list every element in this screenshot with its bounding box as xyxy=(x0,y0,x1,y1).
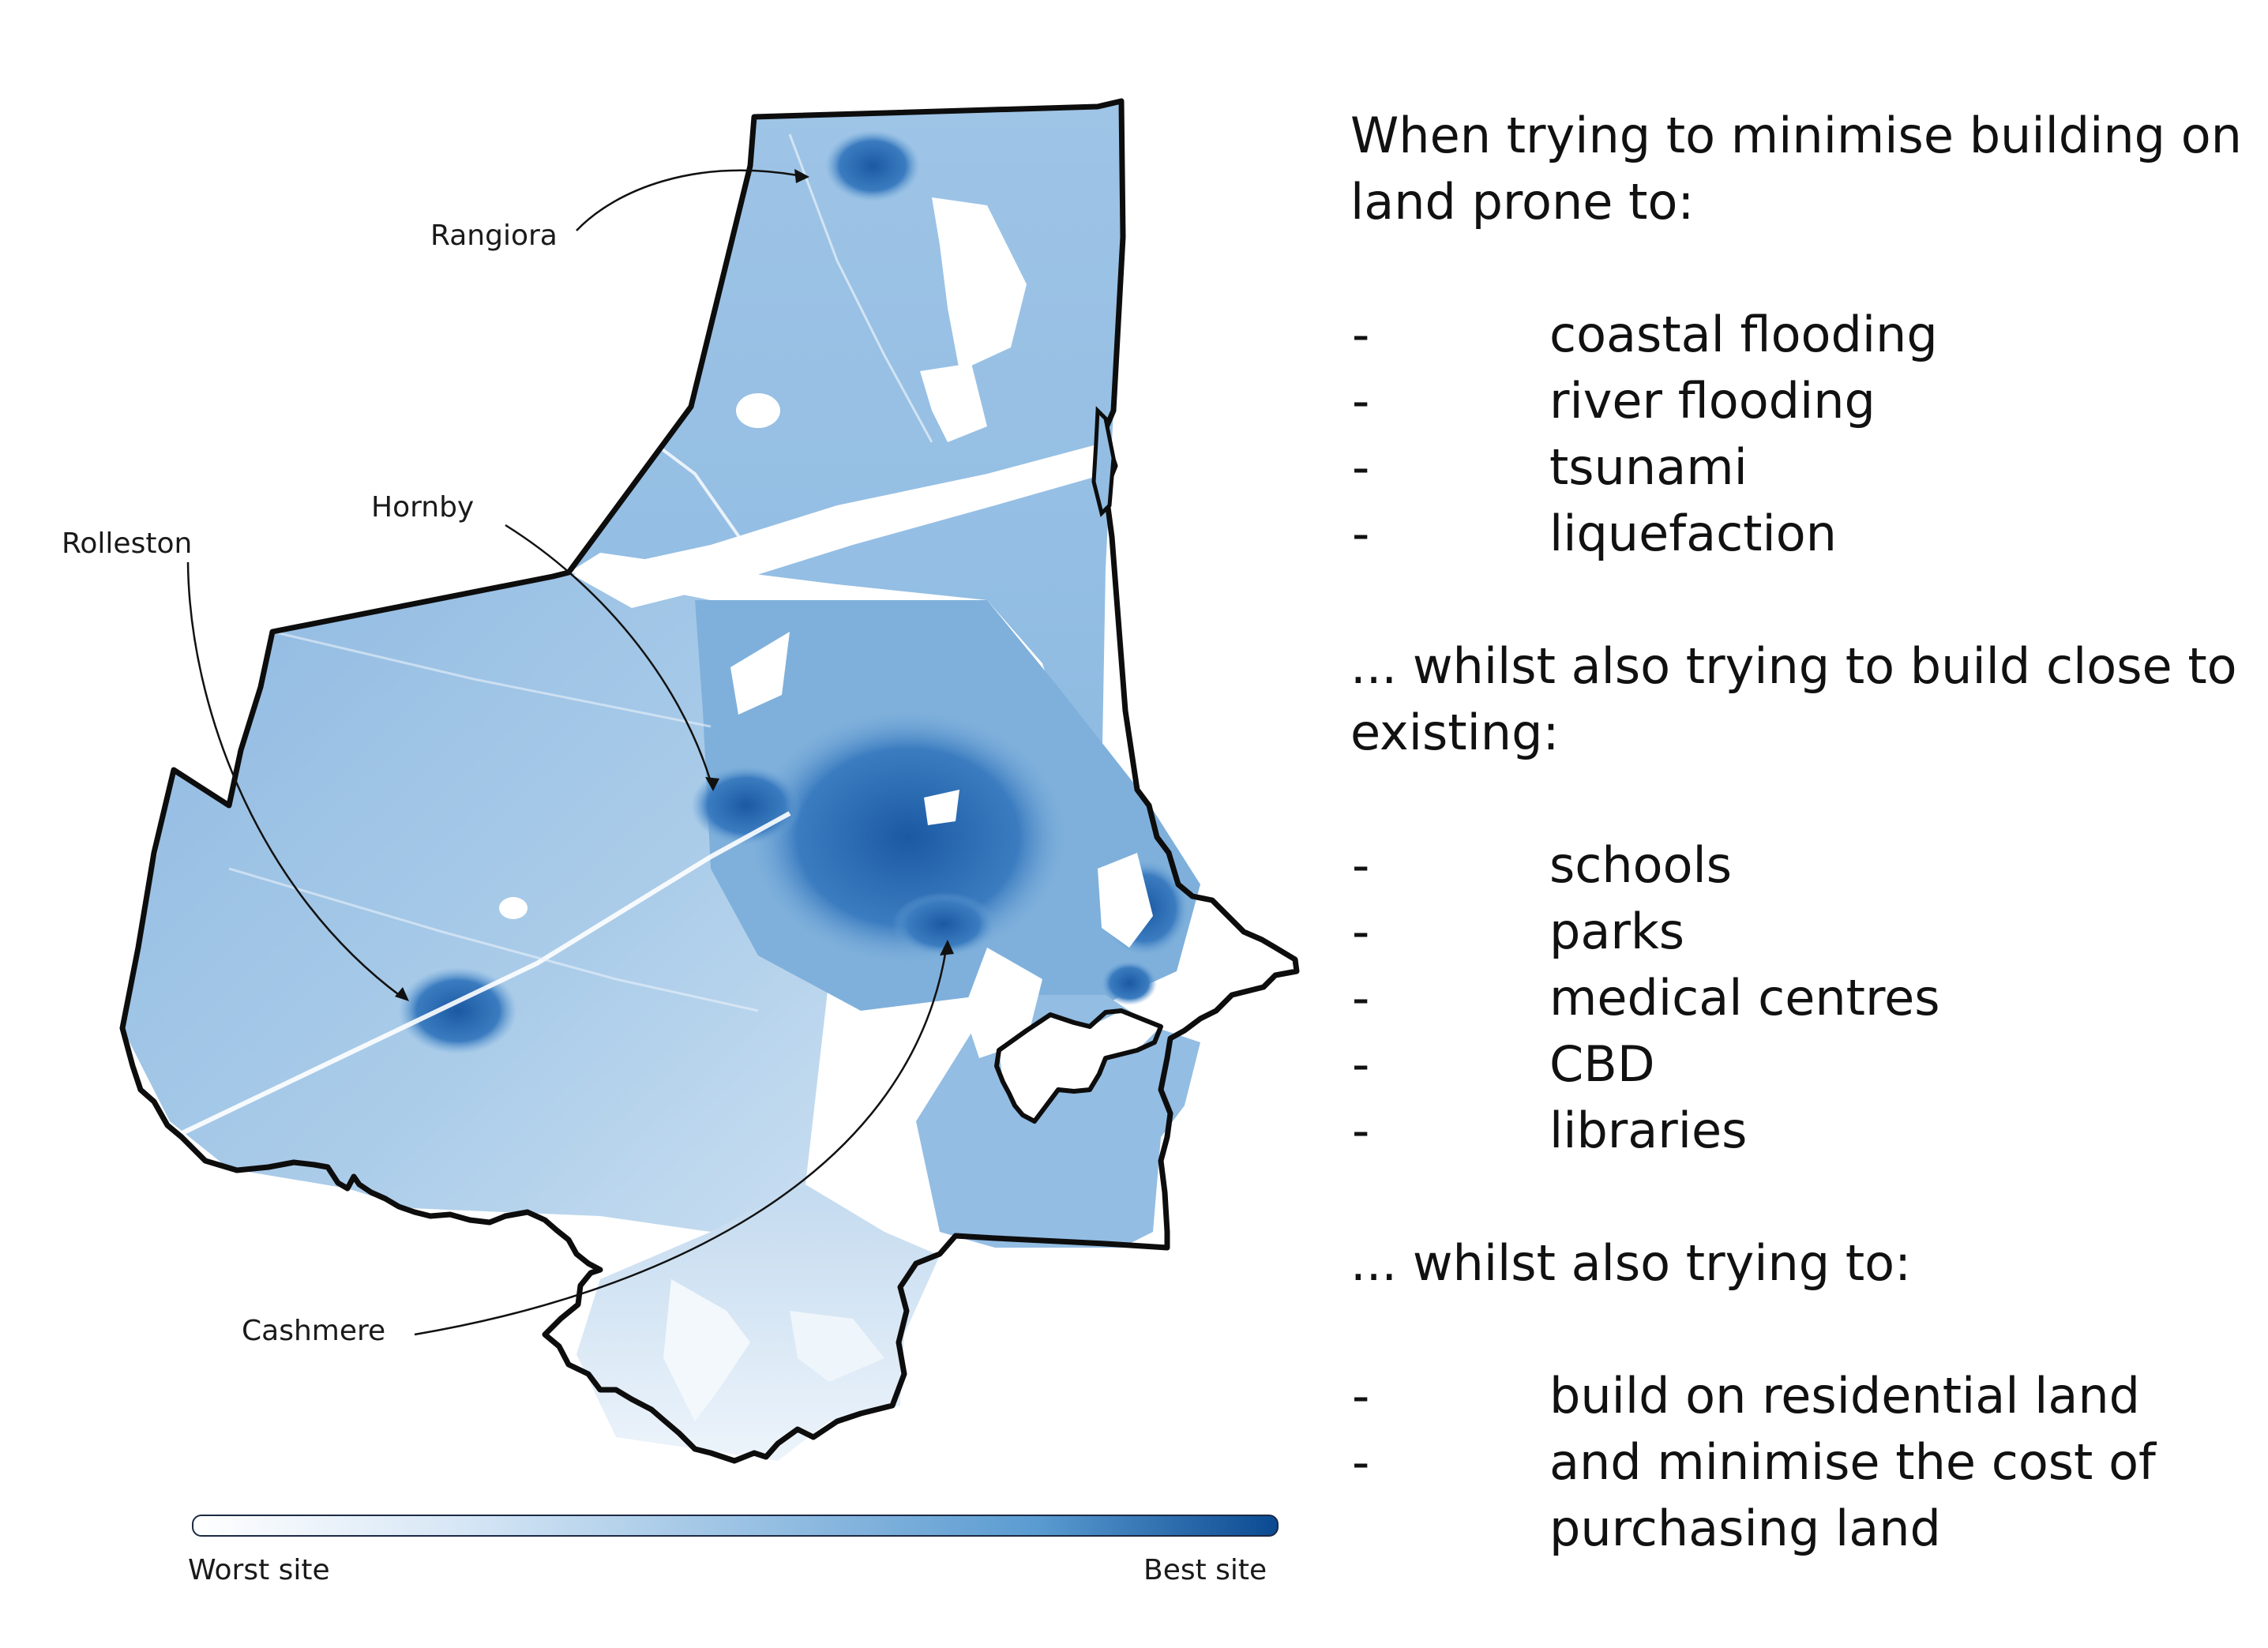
amenity-item: - medical centres xyxy=(1350,965,2259,1031)
bullet-dash: - xyxy=(1352,372,1370,430)
bullet-dash: - xyxy=(1352,1433,1370,1491)
hazard-item-label: liquefaction xyxy=(1549,505,1837,562)
amenity-item: - CBD xyxy=(1350,1031,2259,1098)
river-waimakariri xyxy=(573,442,1106,608)
intro-amenities: ... whilst also trying to build close to… xyxy=(1350,637,2237,761)
map-panel: Rangiora Hornby Rolleston Cashmere Worst… xyxy=(62,98,1300,1586)
bullet-dash: - xyxy=(1352,1102,1370,1159)
airport-gap xyxy=(730,632,790,715)
amenity-item-label: CBD xyxy=(1549,1035,1655,1093)
amenity-item: - schools xyxy=(1350,832,2259,899)
road-sh1-south xyxy=(172,811,791,1139)
arrowhead-rangiora xyxy=(794,169,809,183)
goal-item: - and minimise the cost of purchasing lan… xyxy=(1350,1429,2259,1562)
road-southwest xyxy=(228,867,759,1012)
hills-white xyxy=(663,1279,750,1421)
intro-hazards: When trying to minimise building on land… xyxy=(1350,107,2242,231)
arrow-rangiora xyxy=(576,169,798,231)
label-rolleston: Rolleston xyxy=(62,527,193,560)
river-channel-north xyxy=(932,197,1027,371)
goal-item-label: build on residential land xyxy=(1549,1367,2141,1425)
river-patch-2 xyxy=(920,363,987,442)
label-rangiora: Rangiora xyxy=(430,220,558,252)
road-west xyxy=(272,630,712,728)
urban-rangiora xyxy=(825,130,920,201)
bullet-dash: - xyxy=(1352,1367,1370,1425)
bullet-dash: - xyxy=(1352,903,1370,960)
urban-cashmere xyxy=(892,892,995,955)
legend-color-bar xyxy=(192,1515,1279,1537)
hills-white-2 xyxy=(790,1311,884,1382)
suitability-map xyxy=(119,98,1300,1464)
label-hornby: Hornby xyxy=(371,491,475,524)
arrow-cashmere xyxy=(414,948,948,1336)
urban-lyttelton xyxy=(1102,961,1157,1005)
road-north-2 xyxy=(788,133,933,443)
amenity-item-label: schools xyxy=(1549,836,1733,894)
hazard-item: - liquefaction xyxy=(1350,501,2259,567)
peninsula-region xyxy=(916,995,1200,1248)
urban-hornby xyxy=(691,766,802,845)
hazard-item: - tsunami xyxy=(1350,434,2259,501)
lake-southwest xyxy=(499,897,528,919)
hazard-item-label: coastal flooding xyxy=(1549,306,1938,363)
road-north xyxy=(630,425,752,554)
label-cashmere: Cashmere xyxy=(242,1315,386,1347)
arrow-heads xyxy=(395,169,954,1001)
arrow-rolleston xyxy=(186,561,402,998)
bullet-dash: - xyxy=(1352,836,1370,894)
bullet-dash: - xyxy=(1352,1035,1370,1093)
legend-high-label: Best site xyxy=(1143,1554,1267,1586)
legend-low-label: Worst site xyxy=(188,1554,330,1586)
hazard-item-label: tsunami xyxy=(1549,438,1748,496)
arrow-hornby xyxy=(505,524,712,783)
label-arrows xyxy=(186,169,948,1336)
amenity-item: - libraries xyxy=(1350,1098,2259,1164)
arrowhead-hornby xyxy=(705,777,719,791)
hazard-item-label: river flooding xyxy=(1549,372,1876,430)
bullet-dash: - xyxy=(1352,306,1370,363)
hazard-item: - river flooding xyxy=(1350,368,2259,434)
estuary xyxy=(1098,853,1153,948)
amenity-item-label: parks xyxy=(1549,903,1685,960)
harbour-outline xyxy=(994,1008,1163,1124)
island-outline xyxy=(1091,406,1116,517)
goal-item: - build on residential land xyxy=(1350,1363,2259,1429)
goal-list: - build on residential land - and minimise … xyxy=(1350,1363,2259,1562)
hazard-list: - coastal flooding - river flooding - tsunami… xyxy=(1350,302,2259,567)
bullet-dash: - xyxy=(1352,438,1370,496)
hills-region xyxy=(576,1184,940,1461)
criteria-panel: When trying to minimise building on land… xyxy=(1350,103,2259,1562)
bullet-dash: - xyxy=(1352,969,1370,1027)
amenity-list: - schools - parks - medical centres - CBD - libra… xyxy=(1350,832,2259,1164)
lagoon-north xyxy=(736,393,780,428)
urban-city-core xyxy=(750,711,1066,963)
amenity-item: - parks xyxy=(1350,899,2259,965)
arrowhead-cashmere xyxy=(940,940,954,955)
bullet-dash: - xyxy=(1352,505,1370,562)
amenity-item-label: libraries xyxy=(1549,1102,1748,1159)
study-area-outline xyxy=(119,98,1300,1464)
hazard-item: - coastal flooding xyxy=(1350,302,2259,368)
goal-item-label: and minimise the cost of purchasing land xyxy=(1549,1433,2156,1557)
harbour xyxy=(999,1011,1161,1121)
hagley-gap xyxy=(924,790,959,825)
intro-goals: ... whilst also trying to: xyxy=(1350,1234,1911,1292)
amenity-item-label: medical centres xyxy=(1549,969,1940,1027)
southwest-region xyxy=(122,572,837,1232)
arrowhead-rolleston xyxy=(395,987,409,1001)
